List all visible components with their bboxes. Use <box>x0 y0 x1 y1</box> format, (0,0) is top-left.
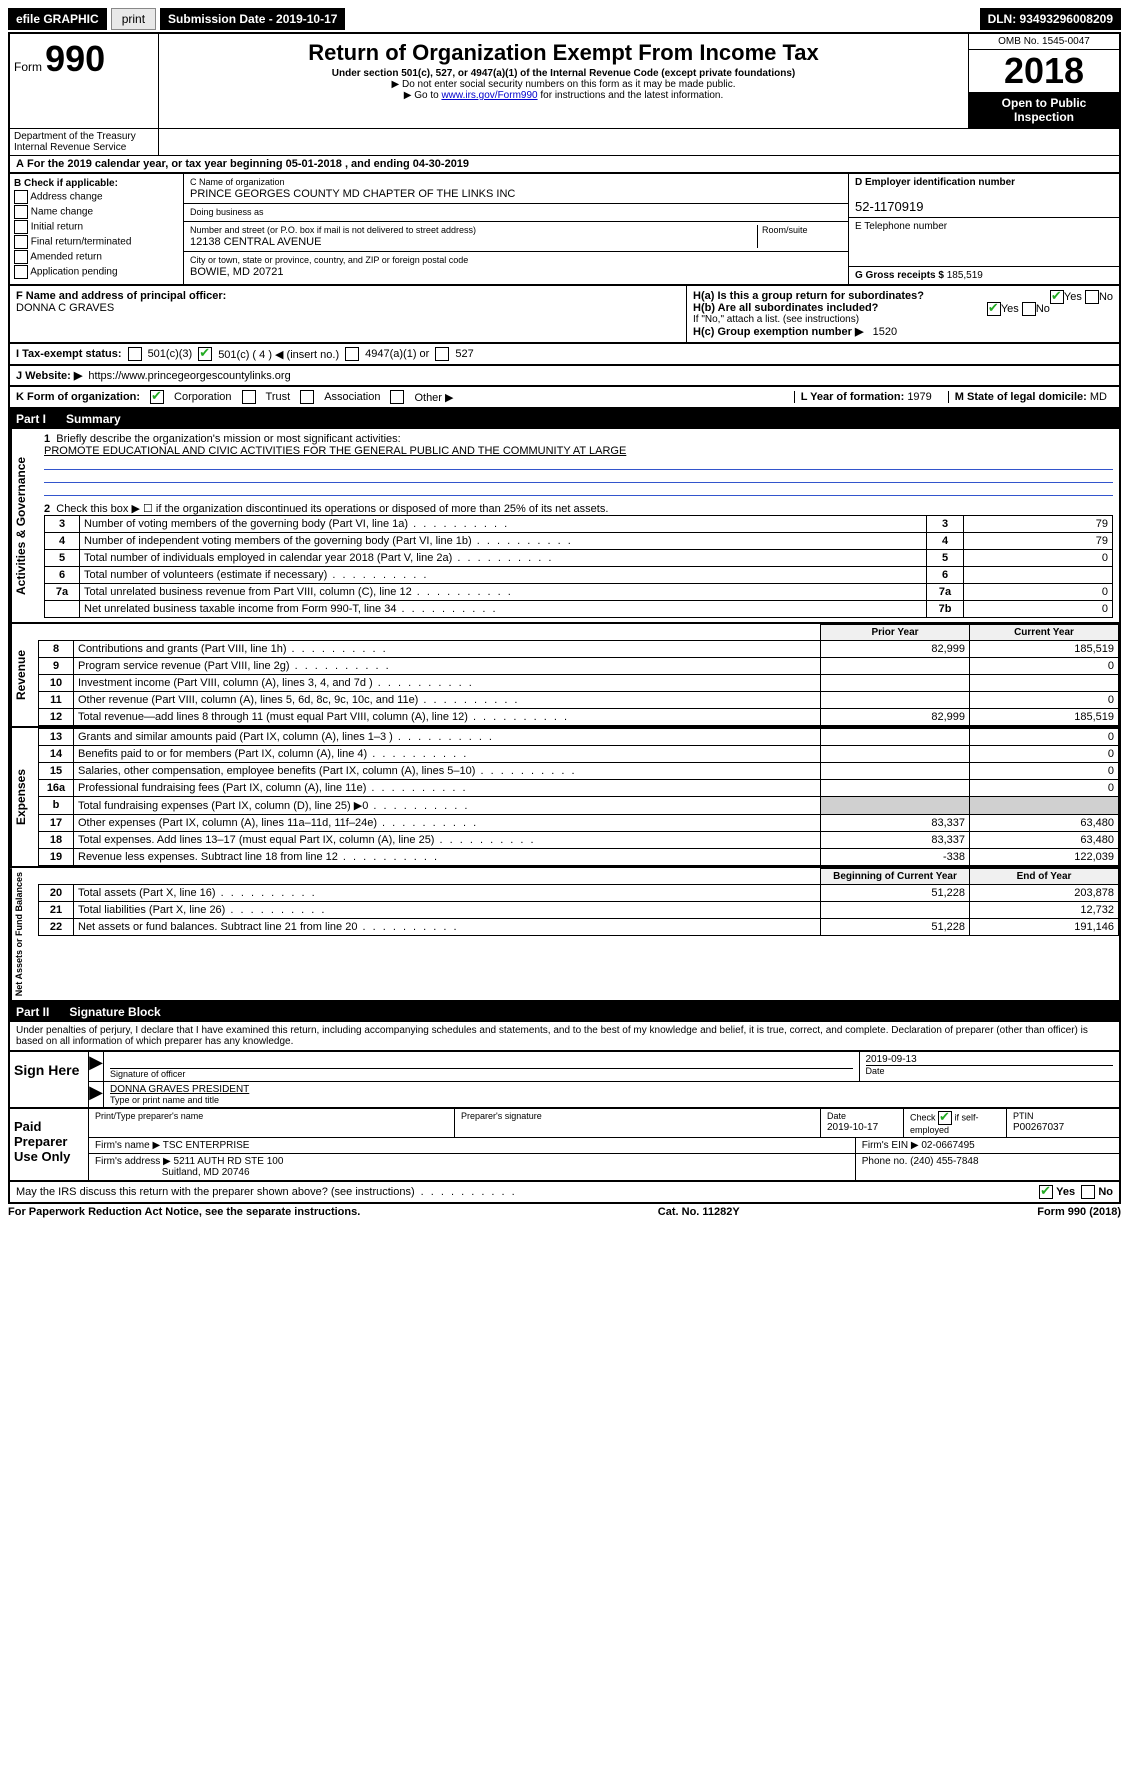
firm-ein: 02-0667495 <box>921 1140 974 1151</box>
part-i-header: Part ISummary <box>8 409 1121 429</box>
mission-text: PROMOTE EDUCATIONAL AND CIVIC ACTIVITIES… <box>44 445 1113 457</box>
top-bar: efile GRAPHIC print Submission Date - 20… <box>8 8 1121 30</box>
irs-link[interactable]: www.irs.gov/Form990 <box>441 90 537 101</box>
chk-other[interactable] <box>390 390 404 404</box>
section-i: I Tax-exempt status: 501(c)(3) 501(c) ( … <box>8 344 1121 366</box>
part-ii-header: Part IISignature Block <box>8 1002 1121 1022</box>
section-c: C Name of organization PRINCE GEORGES CO… <box>184 174 849 284</box>
efile-label: efile GRAPHIC <box>8 8 107 30</box>
section-b: B Check if applicable: Address change Na… <box>10 174 184 284</box>
paid-preparer-block: Paid Preparer Use Only Print/Type prepar… <box>8 1109 1121 1182</box>
dept-treasury: Department of the Treasury <box>14 131 136 142</box>
chk-discuss-yes[interactable] <box>1039 1185 1053 1199</box>
print-button[interactable]: print <box>111 8 156 30</box>
gross-receipts: 185,519 <box>947 270 983 281</box>
chk-hb-yes[interactable] <box>987 302 1001 316</box>
street-address: 12138 CENTRAL AVENUE <box>190 236 321 248</box>
footer-left: For Paperwork Reduction Act Notice, see … <box>8 1206 360 1218</box>
tax-year: 2018 <box>969 50 1119 92</box>
chk-trust[interactable] <box>242 390 256 404</box>
chk-501c[interactable] <box>198 347 212 361</box>
entity-block: B Check if applicable: Address change Na… <box>8 174 1121 286</box>
chk-self-employed[interactable] <box>938 1111 952 1125</box>
omb-number: OMB No. 1545-0047 <box>969 34 1119 50</box>
revenue-table: Prior YearCurrent Year8Contributions and… <box>38 624 1119 726</box>
revenue-section: Revenue Prior YearCurrent Year8Contribut… <box>8 624 1121 728</box>
submission-date: Submission Date - 2019-10-17 <box>160 8 345 30</box>
side-label-governance: Activities & Governance <box>10 429 38 622</box>
paid-preparer-label: Paid Preparer Use Only <box>10 1109 89 1180</box>
header-right: OMB No. 1545-0047 2018 Open to PublicIns… <box>968 34 1119 128</box>
chk-final-return[interactable] <box>14 235 28 249</box>
ein: 52-1170919 <box>855 199 923 214</box>
state-domicile: MD <box>1090 391 1107 403</box>
form-title: Return of Organization Exempt From Incom… <box>167 40 960 66</box>
chk-name-change[interactable] <box>14 205 28 219</box>
form-subtitle: Under section 501(c), 527, or 4947(a)(1)… <box>167 68 960 79</box>
section-f-h: F Name and address of principal officer:… <box>8 286 1121 344</box>
principal-officer: DONNA C GRAVES <box>16 302 114 314</box>
side-label-netassets: Net Assets or Fund Balances <box>10 868 38 1000</box>
dept-row: Department of the Treasury Internal Reve… <box>8 128 1121 156</box>
governance-table: 3Number of voting members of the governi… <box>44 515 1113 618</box>
city-state-zip: BOWIE, MD 20721 <box>190 266 284 278</box>
firm-name: TSC ENTERPRISE <box>163 1140 250 1151</box>
netassets-section: Net Assets or Fund Balances Beginning of… <box>8 868 1121 1002</box>
chk-corporation[interactable] <box>150 390 164 404</box>
chk-527[interactable] <box>435 347 449 361</box>
side-label-revenue: Revenue <box>10 624 38 726</box>
footer: For Paperwork Reduction Act Notice, see … <box>8 1204 1121 1220</box>
sign-here-block: Sign Here ▶ Signature of officer 2019-09… <box>8 1052 1121 1109</box>
group-exemption-number: 1520 <box>873 326 897 338</box>
website: https://www.princegeorgescountylinks.org <box>88 370 290 382</box>
chk-hb-no[interactable] <box>1022 302 1036 316</box>
org-name: PRINCE GEORGES COUNTY MD CHAPTER OF THE … <box>190 188 515 200</box>
preparer-date: 2019-10-17 <box>827 1122 878 1133</box>
arrow-icon: ▶ <box>89 1052 104 1081</box>
activities-governance-section: Activities & Governance 1 Briefly descri… <box>8 429 1121 624</box>
chk-address-change[interactable] <box>14 190 28 204</box>
chk-application-pending[interactable] <box>14 265 28 279</box>
firm-address-2: Suitland, MD 20746 <box>162 1167 250 1178</box>
firm-phone: (240) 455-7848 <box>910 1156 978 1167</box>
netassets-table: Beginning of Current YearEnd of Year20To… <box>38 868 1119 936</box>
expenses-table: 13Grants and similar amounts paid (Part … <box>38 728 1119 866</box>
chk-discuss-no[interactable] <box>1081 1185 1095 1199</box>
sign-date: 2019-09-13 <box>866 1054 1114 1065</box>
chk-501c3[interactable] <box>128 347 142 361</box>
expenses-section: Expenses 13Grants and similar amounts pa… <box>8 728 1121 868</box>
year-of-formation: 1979 <box>907 391 931 403</box>
section-klm: K Form of organization: Corporation Trus… <box>8 387 1121 409</box>
footer-right: Form 990 (2018) <box>1037 1206 1121 1218</box>
form-note1: ▶ Do not enter social security numbers o… <box>167 79 960 90</box>
form-word: Form <box>14 60 42 74</box>
chk-ha-no[interactable] <box>1085 290 1099 304</box>
ptin: P00267037 <box>1013 1122 1064 1133</box>
sign-here-label: Sign Here <box>10 1052 89 1107</box>
dln-label: DLN: 93493296008209 <box>980 8 1121 30</box>
perjury-statement: Under penalties of perjury, I declare th… <box>8 1022 1121 1052</box>
line-a: A For the 2019 calendar year, or tax yea… <box>8 156 1121 174</box>
discuss-row: May the IRS discuss this return with the… <box>8 1182 1121 1204</box>
form-note2: ▶ Go to www.irs.gov/Form990 for instruct… <box>167 90 960 101</box>
chk-initial-return[interactable] <box>14 220 28 234</box>
section-j: J Website: ▶ https://www.princegeorgesco… <box>8 366 1121 387</box>
open-public-badge: Open to PublicInspection <box>969 92 1119 128</box>
form-title-box: Return of Organization Exempt From Incom… <box>159 34 968 128</box>
form-header: Form 990 Return of Organization Exempt F… <box>8 32 1121 128</box>
chk-ha-yes[interactable] <box>1050 290 1064 304</box>
firm-address-1: 5211 AUTH RD STE 100 <box>174 1156 284 1167</box>
footer-mid: Cat. No. 11282Y <box>658 1206 740 1218</box>
officer-name: DONNA GRAVES PRESIDENT <box>110 1084 1113 1095</box>
chk-amended-return[interactable] <box>14 250 28 264</box>
dept-irs: Internal Revenue Service <box>14 142 126 153</box>
side-label-expenses: Expenses <box>10 728 38 866</box>
chk-association[interactable] <box>300 390 314 404</box>
form-number-box: Form 990 <box>10 34 159 128</box>
arrow-icon: ▶ <box>89 1082 104 1107</box>
section-deg: D Employer identification number 52-1170… <box>849 174 1119 284</box>
chk-4947a1[interactable] <box>345 347 359 361</box>
form-number: 990 <box>45 38 105 79</box>
